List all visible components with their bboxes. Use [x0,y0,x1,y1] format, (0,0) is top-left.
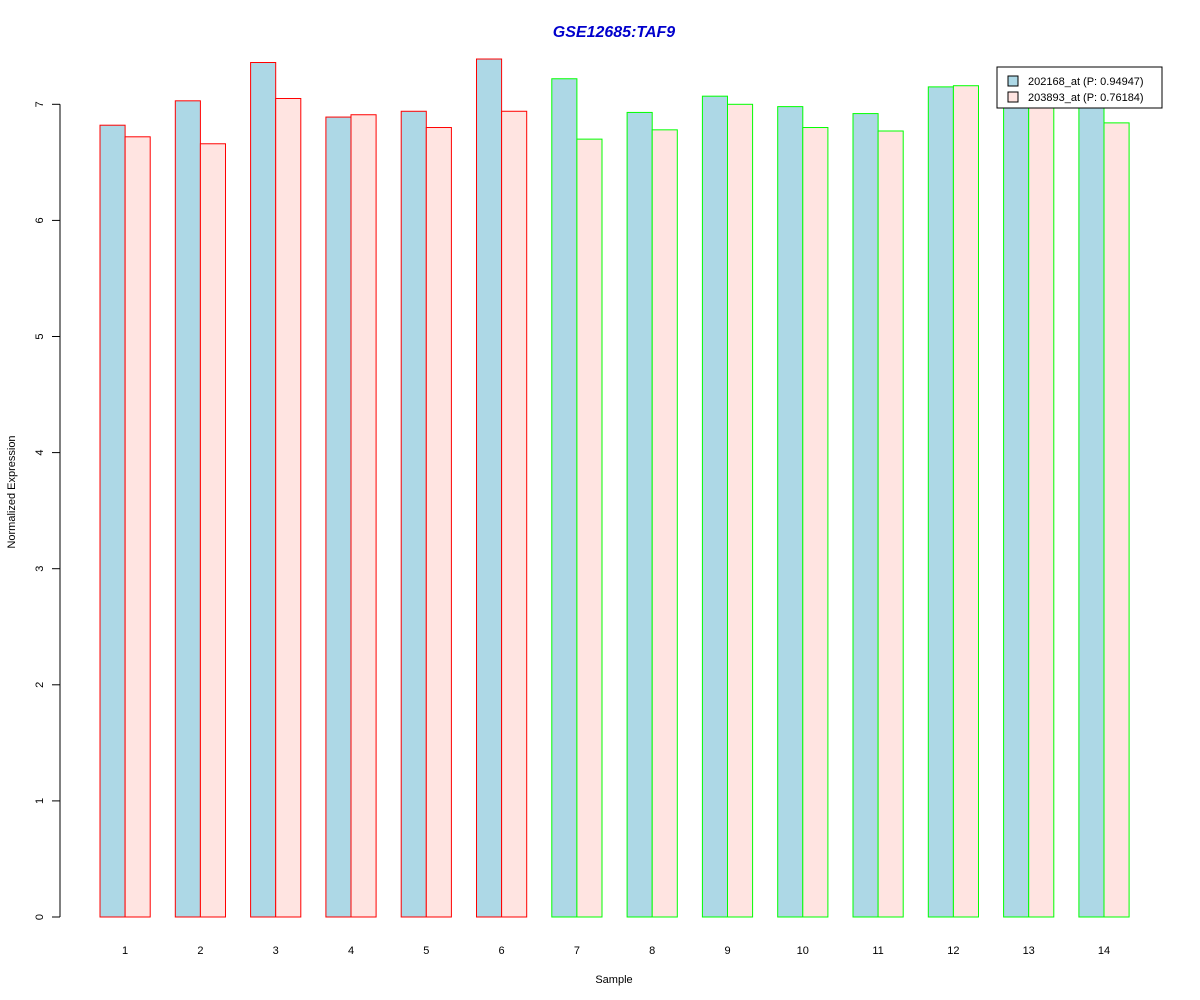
bar-s1-sample-6 [476,58,503,918]
bars-layer [99,58,1130,918]
x-tick-label: 9 [724,945,730,957]
bar-s2-sample-14 [1103,122,1130,918]
y-tick-label: 7 [34,101,46,107]
y-axis-label: Normalized Expression [6,435,18,548]
bar-s2-sample-13 [1028,100,1055,918]
legend-swatch [1007,91,1019,103]
bar-s1-sample-2 [174,100,201,918]
y-tick-label: 2 [34,682,46,688]
bar-s1-sample-1 [99,124,126,918]
legend-label: 202168_at (P: 0.94947) [1028,76,1144,88]
bar-s1-sample-12 [927,86,954,918]
bar-s2-sample-12 [952,85,980,918]
legend-box [996,66,1163,109]
bar-s2-sample-6 [501,110,528,918]
x-tick-label: 1 [122,945,128,957]
bar-s2-sample-2 [199,143,226,918]
x-tick-label: 4 [348,945,354,957]
bar-s1-sample-3 [250,62,277,918]
legend: 202168_at (P: 0.94947) 203893_at (P: 0.76… [996,66,1163,109]
bar-s1-sample-10 [777,106,804,918]
x-tick-label: 3 [273,945,279,957]
bar-s2-sample-8 [651,129,678,918]
bar-s1-sample-9 [701,95,729,918]
y-tick-label: 3 [34,566,46,572]
y-tick-label: 1 [34,798,46,804]
legend-label: 203893_at (P: 0.76184) [1028,92,1144,104]
bar-s2-sample-4 [350,114,377,918]
x-tick-label: 2 [197,945,203,957]
bar-s1-sample-7 [551,78,578,918]
y-axis: 0 1 2 3 4 5 6 7 [34,101,61,920]
bar-s2-sample-7 [576,138,603,918]
chart-title: GSE12685:TAF9 [553,24,676,41]
bar-s1-sample-13 [1003,100,1030,918]
x-tick-label: 5 [423,945,429,957]
y-tick-label: 5 [34,333,46,339]
x-tick-label: 14 [1098,945,1110,957]
bar-s2-sample-11 [877,130,904,918]
x-tick-label: 13 [1023,945,1035,957]
bar-s2-sample-10 [802,127,829,918]
y-tick-label: 4 [34,450,46,456]
legend-swatch [1007,75,1019,87]
x-tick-label: 7 [574,945,580,957]
x-tick-label: 12 [947,945,959,957]
y-tick-label: 6 [34,217,46,223]
bar-s1-sample-11 [852,113,879,918]
x-tick-label: 6 [499,945,505,957]
bar-s2-sample-5 [425,127,452,918]
bar-s1-sample-5 [400,110,427,918]
x-axis: 1 2 3 4 5 6 7 8 9 10 11 12 13 14 [122,945,1110,957]
bar-s1-sample-4 [325,116,352,918]
bar-s2-sample-9 [727,103,754,918]
bar-s2-sample-3 [275,97,302,918]
x-tick-label: 11 [872,945,883,957]
bar-s2-sample-1 [124,136,151,918]
y-tick-label: 0 [34,914,46,920]
x-axis-label: Sample [595,974,632,986]
bar-s1-sample-8 [626,111,653,918]
x-tick-label: 8 [649,945,655,957]
bar-s1-sample-14 [1078,100,1105,918]
x-tick-label: 10 [797,945,809,957]
